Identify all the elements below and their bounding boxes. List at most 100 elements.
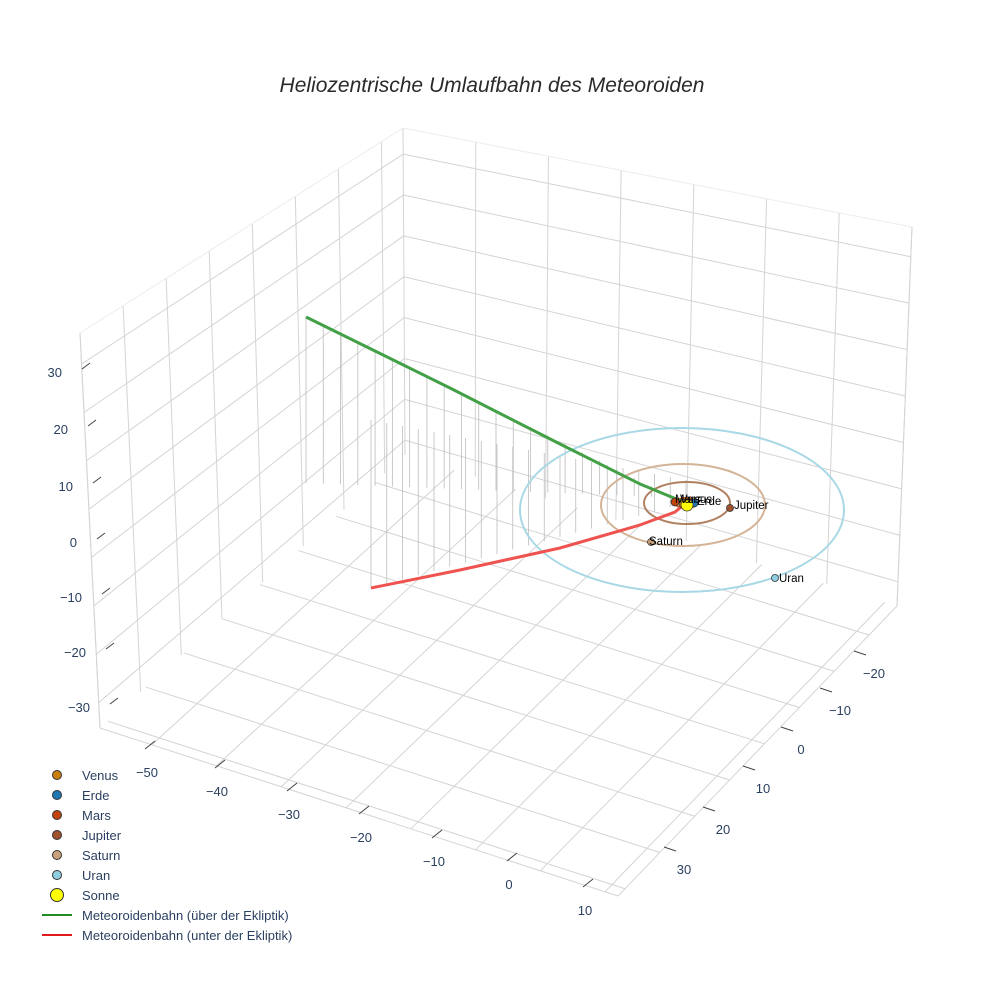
legend-label: Saturn: [82, 847, 121, 863]
uran-label: Uran: [779, 573, 804, 585]
chart-title: Heliozentrische Umlaufbahn des Meteoroid…: [279, 74, 705, 97]
planet-markers: [647, 497, 779, 582]
axis-tick-labels: 30 20 10 0 −10 −20 −30 −50 −40 −30 −20 −10 0 10 −20 −10…: [48, 365, 886, 918]
saturn-marker[interactable]: [647, 538, 655, 546]
grid-line: [91, 317, 405, 558]
grid-line: [545, 156, 549, 499]
y-tick-label: 10: [756, 781, 770, 796]
grid-line: [81, 153, 404, 365]
saturn-orbit: [600, 463, 766, 547]
legend-item-sonne[interactable]: Sonne: [38, 885, 292, 905]
jupiter-orbit: [643, 481, 731, 525]
z-tick-label: 20: [54, 422, 68, 437]
legend-item-uran[interactable]: Uran: [38, 865, 292, 885]
grid-line: [410, 545, 701, 830]
legend-label: Meteoroidenbahn (über der Ekliptik): [82, 907, 289, 923]
legend: Venus Erde Mars Jupiter Saturn Uran Sonne Meteo…: [38, 765, 292, 945]
x-tick-label: −40: [206, 784, 228, 799]
grid-line: [107, 720, 626, 890]
planet-labels: Mars Venus Erde Jupiter Saturn Uran: [649, 494, 804, 585]
grid-line: [183, 652, 695, 817]
legend-label: Sonne: [82, 887, 120, 903]
legend-item-venus[interactable]: Venus: [38, 765, 292, 785]
grid-line: [93, 358, 405, 607]
grid-line: [403, 194, 910, 304]
grid-line: [403, 153, 911, 258]
marker-swatch-icon: [38, 865, 78, 885]
meteoroid-path-below: [370, 501, 687, 590]
grid-line: [604, 601, 886, 893]
grid-line: [79, 127, 404, 334]
legend-item-mars[interactable]: Mars: [38, 805, 292, 825]
uran-marker[interactable]: [771, 574, 779, 582]
x-tick-label: −20: [350, 830, 372, 845]
marker-swatch-icon: [38, 765, 78, 785]
legend-item-jupiter[interactable]: Jupiter: [38, 825, 292, 845]
grid-line: [98, 439, 406, 704]
grid-line: [345, 526, 640, 809]
x-tick-label: 0: [505, 877, 512, 892]
grid-line: [755, 198, 768, 563]
grid-line: [151, 469, 455, 746]
grid-line: [298, 550, 800, 708]
legend-label: Jupiter: [82, 827, 122, 843]
legend-item-saturn[interactable]: Saturn: [38, 845, 292, 865]
z-tick-label: 30: [48, 365, 62, 380]
grid-line: [337, 168, 345, 510]
marker-swatch-icon: [38, 885, 78, 905]
grid-line: [896, 226, 913, 607]
grid-line: [380, 141, 386, 474]
grid-line: [259, 584, 765, 745]
legend-item-meteoroidenbahn-8[interactable]: Meteoroidenbahn (unter der Ekliptik): [38, 925, 292, 945]
marker-swatch-icon: [38, 825, 78, 845]
x-tick-label: 10: [578, 903, 592, 918]
legend-item-meteoroidenbahn-7[interactable]: Meteoroidenbahn (über der Ekliptik): [38, 905, 292, 925]
z-tick-label: −20: [64, 645, 86, 660]
grid-line: [826, 212, 840, 585]
grid-line: [336, 515, 835, 672]
marker-swatch-icon: [38, 805, 78, 825]
y-tick-label: −10: [829, 703, 851, 718]
legend-label: Uran: [82, 867, 111, 883]
grid-line: [402, 127, 913, 228]
x-tick-label: −30: [278, 807, 300, 822]
y-tick-label: 30: [677, 862, 691, 877]
grid-line: [403, 235, 908, 351]
y-tick-label: 20: [716, 822, 730, 837]
grid-line: [475, 564, 763, 851]
grid-line: [208, 250, 223, 619]
jupiter-marker[interactable]: [726, 504, 734, 512]
grid-line: [294, 196, 304, 547]
legend-label: Erde: [82, 787, 110, 803]
z-tick-label: 10: [59, 479, 73, 494]
grid-line: [404, 317, 904, 443]
drop-lines: [305, 317, 687, 588]
y-tick-label: −20: [863, 666, 885, 681]
marker-swatch-icon: [38, 845, 78, 865]
legend-label: Meteoroidenbahn (unter der Ekliptik): [82, 927, 293, 943]
line-swatch-icon: [38, 925, 78, 945]
legend-label: Mars: [82, 807, 111, 823]
z-tick-label: −30: [68, 700, 90, 715]
grid-line: [402, 127, 406, 456]
grid-line: [122, 305, 142, 692]
marker-swatch-icon: [38, 785, 78, 805]
legend-item-erde[interactable]: Erde: [38, 785, 292, 805]
grid-line: [221, 618, 730, 781]
mars-label: Mars: [675, 494, 701, 506]
mars-marker[interactable]: [670, 497, 680, 507]
meteoroid-path-above: [305, 315, 687, 505]
sonne-marker[interactable]: [680, 498, 694, 512]
z-tick-label: 0: [70, 535, 77, 550]
grid-line: [374, 481, 870, 636]
saturn-label: Saturn: [649, 536, 683, 548]
axis-ticks: [81, 362, 867, 888]
grid-line: [165, 278, 182, 656]
grid-line: [403, 276, 906, 397]
grid-line: [685, 184, 695, 542]
grid-line: [99, 727, 619, 897]
legend-label: Venus: [82, 767, 119, 783]
grid-line: [404, 439, 899, 583]
grid-line: [88, 276, 405, 510]
